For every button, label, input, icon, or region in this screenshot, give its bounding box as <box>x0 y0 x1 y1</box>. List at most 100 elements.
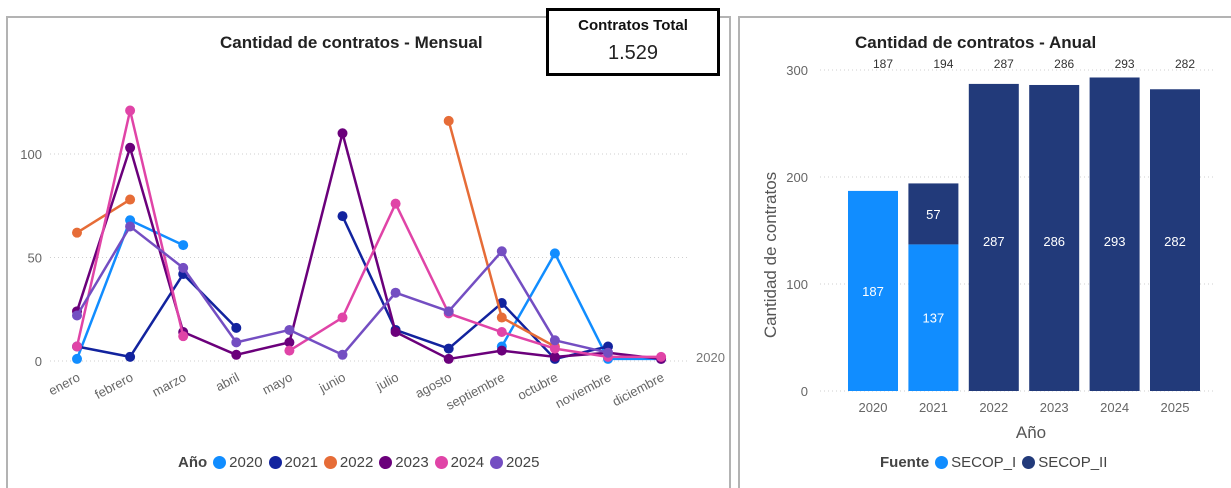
series-line-2024 <box>288 202 662 359</box>
data-point-2025 <box>496 246 507 257</box>
legend-item-2021[interactable]: 2021 <box>268 454 318 471</box>
data-point-2025 <box>390 287 401 298</box>
y-tick-label: 0 <box>801 384 808 399</box>
data-point-2023 <box>496 345 507 356</box>
bar-data-label: 282 <box>1164 234 1186 249</box>
legend-marker <box>434 456 448 469</box>
legend-marker <box>1022 456 1036 469</box>
data-point-2025 <box>231 337 242 348</box>
series-line-2025 <box>75 225 609 357</box>
x-tick-label: septiembre <box>443 369 507 412</box>
legend-label: 2023 <box>395 454 429 471</box>
kpi-card: Contratos Total 1.529 <box>546 8 720 76</box>
x-tick-label: abril <box>213 369 242 394</box>
data-point-2022 <box>496 312 507 323</box>
x-tick-label: noviembre <box>553 369 614 411</box>
data-point-2025 <box>443 306 454 317</box>
data-point-2023 <box>549 351 560 362</box>
data-point-2023 <box>231 349 242 360</box>
bar-segment-SECOP_II <box>1150 89 1200 391</box>
x-tick-label: junio <box>316 369 348 396</box>
x-axis-title: Año <box>1016 423 1046 442</box>
data-point-2025 <box>125 221 136 232</box>
legend-label: 2025 <box>506 454 540 471</box>
legend-item-2023[interactable]: 2023 <box>379 454 429 471</box>
legend-marker <box>323 456 337 469</box>
data-point-2020 <box>549 248 560 259</box>
x-tick-label: enero <box>46 369 82 398</box>
data-point-2022 <box>443 115 454 126</box>
bar-data-label: 137 <box>923 311 945 326</box>
data-point-2024 <box>284 345 295 356</box>
legend-title: Año <box>178 454 208 471</box>
legend-label: SECOP_II <box>1038 454 1108 471</box>
monthly-chart-title: Cantidad de contratos - Mensual <box>220 33 483 52</box>
bar-segment-SECOP_II <box>1029 84 1080 391</box>
x-tick-label: julio <box>373 369 401 394</box>
data-point-2024 <box>390 198 401 209</box>
y-tick-label: 200 <box>786 170 808 185</box>
legend-item-SECOP_II[interactable]: SECOP_II <box>1022 454 1107 471</box>
x-tick-label: mayo <box>260 369 295 397</box>
data-point-2024 <box>125 105 136 116</box>
y-axis-title: Cantidad de contratos <box>761 172 780 338</box>
series-line-2020 <box>500 252 662 361</box>
data-point-2023 <box>337 128 348 139</box>
data-point-2022 <box>125 194 136 205</box>
bar-total-label: 286 <box>1054 57 1074 71</box>
y-tick-label: 0 <box>35 354 42 369</box>
data-point-2024 <box>178 331 189 342</box>
monthly-line-chart: 0 50 100 enero febrero marzo abril mayo junio jul… <box>20 57 1215 442</box>
legend-marker <box>490 456 504 469</box>
x-tick-label: 2021 <box>919 400 948 415</box>
kpi-label: Contratos Total <box>578 17 688 34</box>
data-point-2021 <box>443 343 454 354</box>
data-point-2023 <box>284 337 295 348</box>
bar-segment-SECOP_II <box>1089 77 1140 392</box>
series-line-2021 <box>76 272 238 359</box>
legend-marker <box>379 456 393 469</box>
monthly-chart-panel <box>6 16 731 488</box>
legend-item-2024[interactable]: 2024 <box>434 454 484 471</box>
legend-label: SECOP_I <box>951 454 1017 471</box>
data-point-2025 <box>284 324 295 335</box>
data-point-2024 <box>496 327 507 338</box>
legend-marker <box>268 456 282 469</box>
data-point-2023 <box>443 353 454 364</box>
bar-segment-SECOP_II <box>908 183 959 245</box>
x-tick-label: 2024 <box>1100 400 1129 415</box>
bar-total-label: 293 <box>1115 57 1135 71</box>
line-end-label: 2020 <box>696 350 725 365</box>
bar-segment-SECOP_I <box>848 190 898 391</box>
y-tick-label: 300 <box>786 63 808 78</box>
data-point-2025 <box>178 262 189 273</box>
legend-label: 2021 <box>284 454 318 471</box>
bar-data-label: 293 <box>1104 234 1126 249</box>
bar-segment-SECOP_II <box>968 83 1019 391</box>
data-point-2024 <box>549 343 560 354</box>
bar-total-label: 187 <box>873 57 893 71</box>
data-point-2025 <box>603 347 613 358</box>
data-point-2025 <box>337 349 348 360</box>
legend-item-2025[interactable]: 2025 <box>490 454 539 471</box>
legend-item-2022[interactable]: 2022 <box>323 454 373 471</box>
y-tick-label: 100 <box>20 147 42 162</box>
monthly-legend: Año 2020 2021 2022 2023 2024 2025 <box>178 454 545 471</box>
kpi-value: 1.529 <box>607 42 659 64</box>
bar-data-label: 57 <box>926 207 940 222</box>
legend-marker <box>935 456 949 469</box>
data-point-2022 <box>72 227 82 238</box>
y-tick-label: 100 <box>786 277 808 292</box>
legend-item-SECOP_I[interactable]: SECOP_I <box>935 454 1016 471</box>
y-tick-label: 50 <box>28 251 42 266</box>
x-tick-label: febrero <box>92 369 135 402</box>
x-tick-label: 2022 <box>979 400 1008 415</box>
data-point-2023 <box>125 142 136 153</box>
legend-item-2020[interactable]: 2020 <box>213 454 263 471</box>
data-point-2024 <box>72 341 82 352</box>
data-point-2021 <box>125 351 136 362</box>
data-point-2024 <box>337 312 348 323</box>
bar-segment-SECOP_I <box>908 244 959 391</box>
x-tick-label: marzo <box>150 369 189 399</box>
data-point-2025 <box>549 335 560 346</box>
